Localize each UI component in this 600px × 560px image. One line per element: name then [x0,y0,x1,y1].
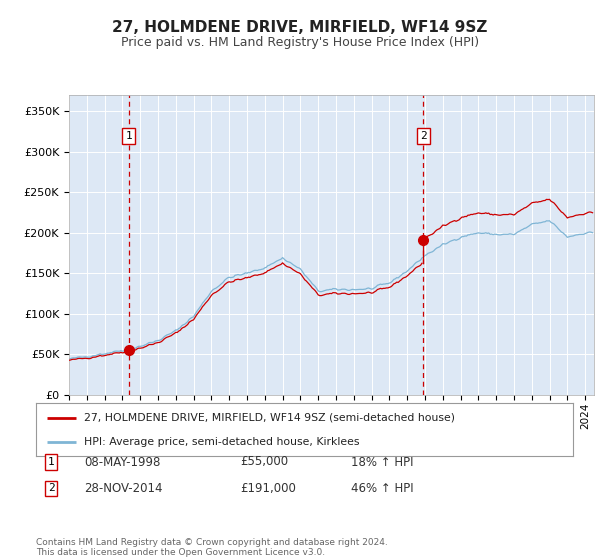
Text: HPI: Average price, semi-detached house, Kirklees: HPI: Average price, semi-detached house,… [85,437,360,447]
Text: Price paid vs. HM Land Registry's House Price Index (HPI): Price paid vs. HM Land Registry's House … [121,36,479,49]
Text: Contains HM Land Registry data © Crown copyright and database right 2024.
This d: Contains HM Land Registry data © Crown c… [36,538,388,557]
Text: 28-NOV-2014: 28-NOV-2014 [84,482,163,495]
Text: 2: 2 [47,483,55,493]
Text: 27, HOLMDENE DRIVE, MIRFIELD, WF14 9SZ (semi-detached house): 27, HOLMDENE DRIVE, MIRFIELD, WF14 9SZ (… [85,413,455,423]
Text: 1: 1 [47,457,55,467]
Text: 46% ↑ HPI: 46% ↑ HPI [351,482,413,495]
Text: 2: 2 [420,130,427,141]
Text: 18% ↑ HPI: 18% ↑ HPI [351,455,413,469]
Text: 1: 1 [125,130,132,141]
Text: 08-MAY-1998: 08-MAY-1998 [84,455,160,469]
Text: 27, HOLMDENE DRIVE, MIRFIELD, WF14 9SZ: 27, HOLMDENE DRIVE, MIRFIELD, WF14 9SZ [112,20,488,35]
Text: £191,000: £191,000 [240,482,296,495]
Text: £55,000: £55,000 [240,455,288,469]
